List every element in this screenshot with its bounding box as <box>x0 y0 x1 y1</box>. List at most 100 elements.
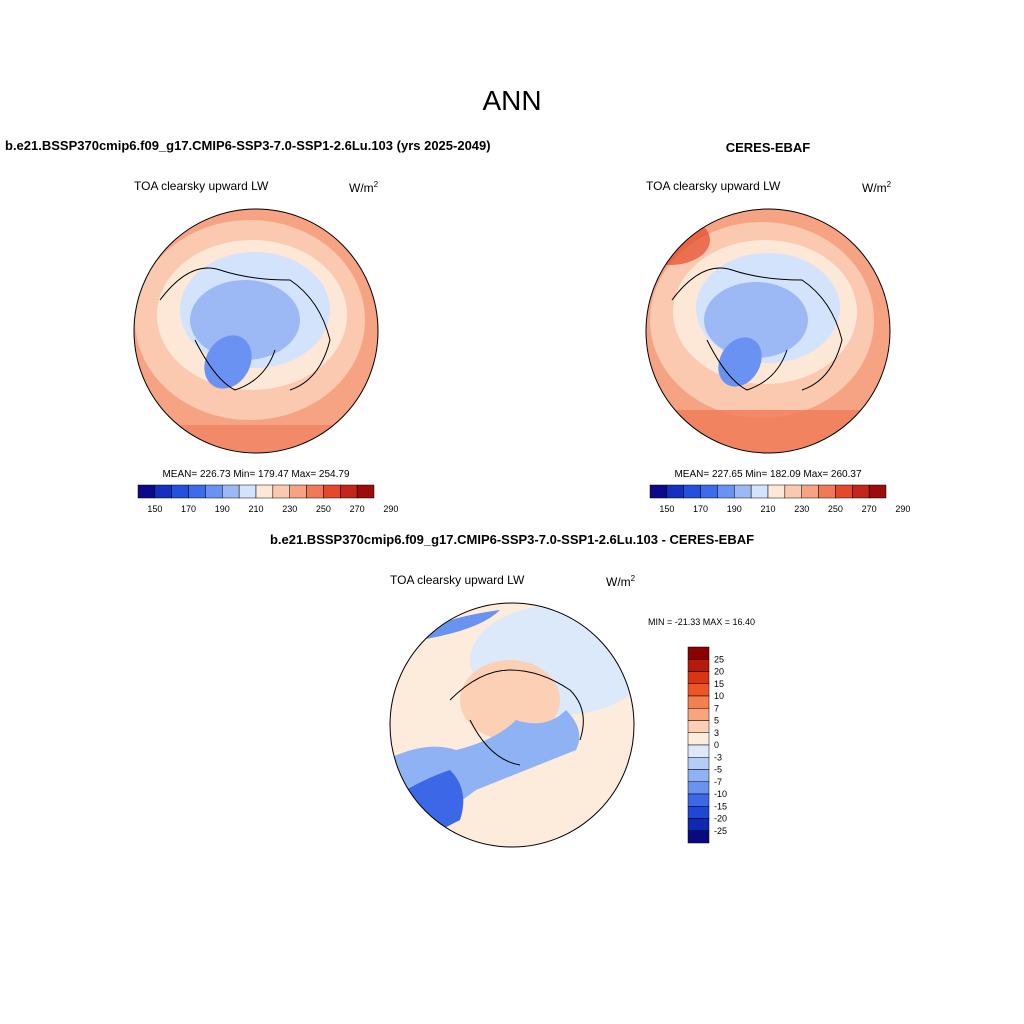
map-border <box>645 208 891 454</box>
colorbar-label: 250 <box>828 504 843 514</box>
colorbar-box <box>137 484 156 499</box>
colorbar-label: 170 <box>693 504 708 514</box>
colorbar-label: 3 <box>714 728 719 738</box>
colorbar-label: 250 <box>316 504 331 514</box>
colorbar-box <box>687 793 710 807</box>
colorbar-box <box>687 708 710 721</box>
colorbar-box <box>687 769 710 782</box>
colorbar-label: 210 <box>760 504 775 514</box>
colorbar-box <box>687 659 710 672</box>
colorbar-box <box>188 484 206 499</box>
colorbar-label: 290 <box>383 504 398 514</box>
colorbar-box <box>687 806 710 819</box>
colorbar-label: -3 <box>714 752 722 762</box>
colorbar-box <box>255 484 274 499</box>
colorbar-box <box>272 484 290 499</box>
colorbar-box <box>700 484 718 499</box>
colorbar-label: 170 <box>181 504 196 514</box>
units-label: W/m2 <box>606 574 636 589</box>
colorbar-box <box>868 484 887 499</box>
colorbar-label: 290 <box>895 504 910 514</box>
colorbar-box <box>717 484 735 499</box>
map <box>390 603 634 847</box>
colorbar-box <box>835 484 853 499</box>
variable-label: TOA clearsky upward LW <box>134 179 269 193</box>
colorbar-box <box>687 695 710 709</box>
stats: MEAN= 226.73 Min= 179.47 Max= 254.79 <box>162 469 350 480</box>
colorbar-label: 270 <box>350 504 365 514</box>
colorbar-label: 5 <box>714 716 719 726</box>
colorbar-box <box>750 484 769 499</box>
colorbar-label: 270 <box>862 504 877 514</box>
colorbar-box <box>767 484 786 499</box>
colorbar-label: 25 <box>714 654 724 664</box>
variable-label: TOA clearsky upward LW <box>390 573 525 587</box>
colorbar-label: 7 <box>714 703 719 713</box>
units-label: W/m2 <box>349 180 379 195</box>
colorbar-box <box>687 732 710 746</box>
colorbar-box <box>687 781 710 795</box>
map-border <box>389 602 635 848</box>
colorbar-box <box>687 720 710 733</box>
colorbar-box <box>289 484 307 499</box>
colorbar-box <box>784 484 802 499</box>
map-border <box>133 208 379 454</box>
colorbar-label: -15 <box>714 801 727 811</box>
colorbar: 150 170 190 210 230 250 270 290 <box>649 484 910 514</box>
colorbar-box <box>818 484 836 499</box>
map <box>646 209 890 453</box>
colorbar: 150 170 190 210 230 250 270 290 <box>137 484 398 514</box>
variable-label: TOA clearsky upward LW <box>646 179 781 193</box>
colorbar-label: 150 <box>147 504 162 514</box>
colorbar-box <box>687 818 710 831</box>
colorbar-box <box>687 671 710 684</box>
colorbar-label: 210 <box>248 504 263 514</box>
colorbar-label: 20 <box>714 667 724 677</box>
units-exponent: 2 <box>374 180 379 189</box>
colorbar-box <box>683 484 701 499</box>
colorbar-label: 230 <box>794 504 809 514</box>
colorbar-box <box>687 744 710 758</box>
colorbar-label: -25 <box>714 826 727 836</box>
colorbar-label: 10 <box>714 691 724 701</box>
colorbar-label: 0 <box>714 740 719 750</box>
colorbar-box <box>649 484 668 499</box>
colorbar-box <box>238 484 257 499</box>
colorbar: 25 20 15 10 7 5 3 0 -3 -5 -7 -10 -15 -20 -25 <box>687 646 727 844</box>
colorbar-box <box>687 683 710 697</box>
units: W/m <box>606 575 631 589</box>
units-exponent: 2 <box>631 574 636 583</box>
colorbar-box <box>852 484 870 499</box>
colorbar-label: -5 <box>714 765 722 775</box>
panel-title: CERES-EBAF <box>726 140 811 155</box>
panel-title: b.e21.BSSP370cmip6.f09_g17.CMIP6-SSP3-7.… <box>270 532 754 547</box>
map <box>134 209 378 453</box>
colorbar-box <box>340 484 358 499</box>
panel-title: b.e21.BSSP370cmip6.f09_g17.CMIP6-SSP3-7.… <box>5 138 491 153</box>
colorbar-box <box>323 484 341 499</box>
colorbar-label: -10 <box>714 789 727 799</box>
colorbar-box <box>687 830 710 844</box>
colorbar-label: 15 <box>714 679 724 689</box>
colorbar-label: 230 <box>282 504 297 514</box>
stats: MIN = -21.33 MAX = 16.40 <box>648 617 755 627</box>
units: W/m <box>349 181 374 195</box>
units-exponent: 2 <box>887 180 892 189</box>
colorbar-box <box>306 484 324 499</box>
colorbar-label: -20 <box>714 814 727 824</box>
colorbar-box <box>687 757 710 770</box>
stats: MEAN= 227.65 Min= 182.09 Max= 260.37 <box>674 469 862 480</box>
colorbar-label: 190 <box>215 504 230 514</box>
colorbar-box <box>222 484 240 499</box>
colorbar-label: 150 <box>659 504 674 514</box>
units: W/m <box>862 181 887 195</box>
figure-title: ANN <box>482 85 541 116</box>
colorbar-box <box>205 484 223 499</box>
colorbar-box <box>154 484 172 499</box>
units-label: W/m2 <box>862 180 892 195</box>
colorbar-box <box>687 646 710 660</box>
colorbar-label: -7 <box>714 777 722 787</box>
colorbar-box <box>801 484 819 499</box>
colorbar-label: 190 <box>727 504 742 514</box>
